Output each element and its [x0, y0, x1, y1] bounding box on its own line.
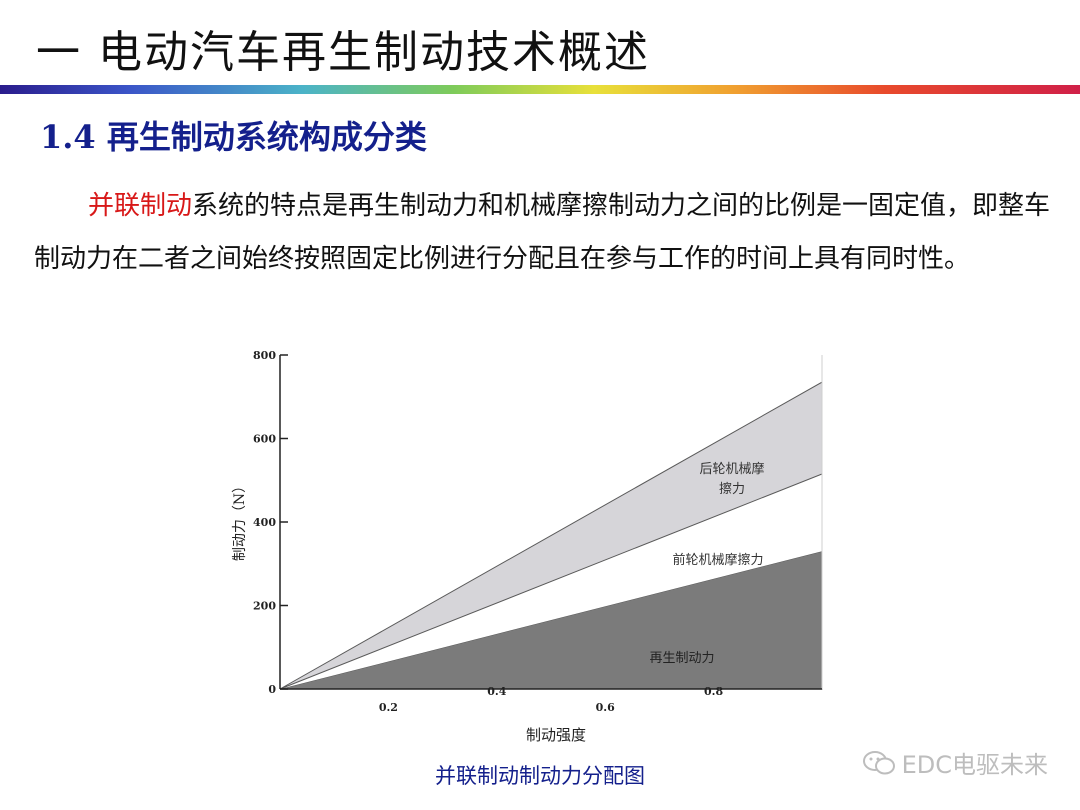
x-tick-label: 0.4	[487, 685, 506, 698]
rear-friction-label: 后轮机械摩	[699, 461, 764, 477]
y-tick-label: 0	[268, 683, 276, 696]
wechat-icon	[862, 750, 895, 774]
y-tick-label: 600	[253, 433, 276, 446]
watermark: EDC电驱未来	[862, 745, 1048, 780]
figure-caption: 并联制动制动力分配图	[435, 764, 645, 788]
front-friction-label: 前轮机械摩擦力	[672, 552, 763, 568]
section-title: 1.4 再生制动系统构成分类	[40, 118, 427, 156]
y-tick-label: 400	[253, 516, 276, 529]
body-paragraph: 并联制动系统的特点是再生制动力和机械摩擦制动力之间的比例是一固定值，即整车制动力…	[34, 180, 1054, 286]
paragraph-highlight: 并联制动	[88, 191, 193, 221]
y-tick-label: 800	[253, 349, 276, 362]
braking-force-chart: 0 200 400 600 800 0.2 0.4 0.6 0.8 制动强度 制动力（N） 后轮机械摩…	[232, 349, 823, 744]
regen-force-label: 再生制动力	[649, 651, 714, 666]
y-axis-title: 制动力（N）	[232, 479, 248, 561]
watermark-text: EDC电驱未来	[901, 751, 1048, 779]
paragraph-text: 系统的特点是再生制动力和机械摩擦制动力之间的比例是一固定值，即整车制动力在二者之…	[34, 191, 1051, 274]
y-tick-label: 200	[253, 600, 276, 613]
x-tick-label: 0.2	[379, 701, 398, 714]
chart-container: 0 200 400 600 800 0.2 0.4 0.6 0.8 制动强度 制动力（N） 后轮机械摩…	[220, 345, 840, 755]
x-axis-title: 制动强度	[526, 726, 586, 744]
slide-title: 一 电动汽车再生制动技术概述	[36, 27, 650, 78]
x-tick-label: 0.8	[704, 685, 723, 698]
title-divider-bar	[0, 85, 1080, 94]
x-tick-label: 0.6	[596, 701, 615, 714]
rear-friction-label-line2: 擦力	[719, 482, 745, 497]
